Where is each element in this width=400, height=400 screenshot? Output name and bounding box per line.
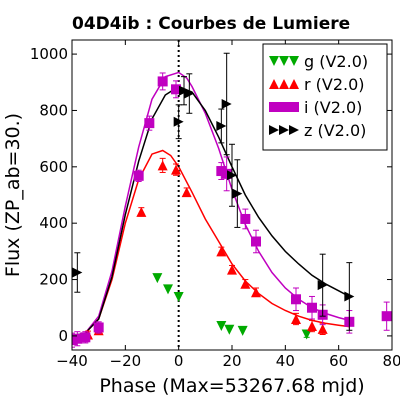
data-point-g bbox=[216, 321, 227, 332]
x-axis-label: Phase (Max=53267.68 mjd) bbox=[99, 375, 364, 397]
data-point-r bbox=[136, 206, 147, 217]
legend-label-r: r (V2.0) bbox=[304, 75, 365, 94]
x-tick-label: 80 bbox=[382, 352, 400, 370]
legend-marker-g bbox=[279, 56, 289, 66]
x-tick-label: −20 bbox=[110, 352, 142, 370]
legend-label-z: z (V2.0) bbox=[304, 121, 366, 140]
y-tick-label: 200 bbox=[39, 271, 68, 289]
data-point-r bbox=[307, 321, 317, 332]
y-tick-label: 400 bbox=[39, 214, 68, 232]
data-point-r bbox=[251, 287, 261, 298]
data-point-g bbox=[237, 325, 248, 336]
data-point-z bbox=[232, 188, 243, 199]
data-point-i bbox=[144, 118, 155, 129]
data-point-z bbox=[184, 88, 195, 99]
data-point-r bbox=[216, 246, 227, 257]
legend-label-i: i (V2.0) bbox=[304, 98, 362, 117]
x-tick-label: 60 bbox=[329, 352, 348, 370]
legend-marker-z bbox=[279, 125, 289, 135]
legend-marker-z bbox=[269, 125, 279, 135]
data-point-i bbox=[251, 236, 261, 247]
x-tick-label: 0 bbox=[174, 352, 184, 370]
data-point-z bbox=[227, 170, 237, 181]
y-tick-label: 0 bbox=[58, 327, 68, 345]
data-point-r bbox=[240, 278, 251, 289]
y-tick-label: 600 bbox=[39, 158, 68, 176]
data-point-i bbox=[157, 76, 168, 87]
x-tick-label: 40 bbox=[276, 352, 295, 370]
data-points bbox=[72, 52, 392, 348]
data-point-z bbox=[317, 280, 328, 291]
data-point-i bbox=[216, 166, 227, 177]
legend-marker-g bbox=[269, 56, 279, 66]
legend-marker-r bbox=[279, 79, 289, 89]
legend: g (V2.0) r (V2.0) i (V2.0) z (V2.0) bbox=[262, 43, 388, 151]
legend-marker-r bbox=[269, 79, 279, 89]
data-point-z bbox=[216, 120, 227, 131]
data-point-i bbox=[171, 84, 181, 95]
data-point-r bbox=[181, 187, 192, 198]
data-point-g bbox=[173, 292, 184, 303]
data-point-i bbox=[93, 322, 104, 333]
data-point-r bbox=[227, 264, 237, 275]
data-point-z bbox=[221, 98, 232, 109]
data-point-g bbox=[163, 284, 173, 295]
legend-marker-g bbox=[289, 56, 299, 66]
y-tick-label: 800 bbox=[39, 101, 68, 119]
x-tick-label: −40 bbox=[56, 352, 88, 370]
error-bar-i bbox=[72, 332, 75, 348]
data-point-r bbox=[157, 160, 168, 171]
data-point-z bbox=[344, 291, 355, 302]
data-point-i bbox=[133, 170, 144, 181]
fit-curve-r bbox=[72, 149, 350, 337]
legend-marker-i bbox=[279, 102, 289, 112]
data-point-g bbox=[224, 324, 235, 335]
x-tick-label: 20 bbox=[222, 352, 241, 370]
y-tick-label: 1000 bbox=[30, 45, 68, 63]
fit-curves bbox=[72, 71, 350, 337]
fit-curve-z bbox=[72, 85, 350, 337]
legend-label-g: g (V2.0) bbox=[304, 52, 368, 71]
data-point-z bbox=[179, 85, 189, 96]
data-point-z bbox=[72, 267, 83, 278]
data-point-i bbox=[291, 294, 301, 305]
legend-marker-i bbox=[289, 102, 299, 112]
data-point-i bbox=[72, 333, 83, 344]
data-point-i bbox=[240, 213, 251, 224]
data-point-r bbox=[171, 164, 181, 175]
legend-marker-z bbox=[289, 125, 299, 135]
legend-marker-i bbox=[269, 102, 279, 112]
chart-title: 04D4ib : Courbes de Lumiere bbox=[72, 14, 350, 34]
data-point-r bbox=[291, 314, 301, 324]
data-point-i bbox=[80, 332, 91, 343]
data-point-i bbox=[307, 302, 317, 313]
data-point-g bbox=[152, 273, 163, 284]
data-point-z bbox=[173, 116, 184, 127]
data-point-i bbox=[221, 168, 232, 179]
y-axis-label: Flux (ZP_ab=30.) bbox=[2, 113, 24, 277]
data-point-r bbox=[317, 323, 328, 334]
fit-curve-i bbox=[72, 71, 350, 337]
legend-marker-r bbox=[289, 79, 299, 89]
data-point-i bbox=[381, 311, 392, 322]
